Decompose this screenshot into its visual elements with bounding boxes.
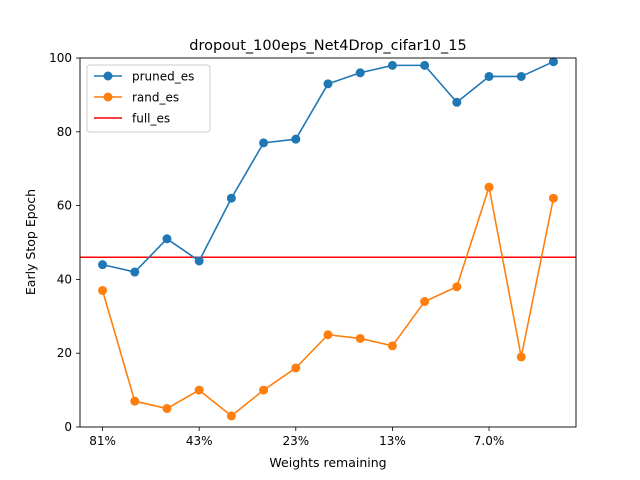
- pruned_es-point: [484, 71, 494, 81]
- pruned_es-point: [548, 57, 558, 67]
- pruned_es-point: [130, 267, 140, 277]
- rand_es-point: [452, 282, 462, 292]
- rand_es-point: [484, 182, 494, 192]
- chart-title: dropout_100eps_Net4Drop_cifar10_15: [189, 38, 466, 54]
- x-tick-label: 13%: [379, 434, 406, 448]
- rand_es-point: [323, 330, 333, 340]
- rand_es-point: [355, 333, 365, 343]
- x-tick-label: 81%: [89, 434, 116, 448]
- pruned_es-point: [162, 234, 172, 244]
- pruned_es-point: [387, 60, 397, 70]
- rand_es-point: [98, 285, 108, 295]
- legend-label-full_es: full_es: [132, 112, 170, 126]
- y-tick-label: 40: [57, 272, 72, 286]
- legend-marker-rand_es: [103, 92, 113, 102]
- pruned_es-point: [452, 97, 462, 107]
- y-tick-label: 60: [57, 199, 72, 213]
- legend-marker-pruned_es: [103, 71, 113, 81]
- legend-box: [86, 64, 211, 133]
- x-tick-label: 7.0%: [474, 434, 505, 448]
- rand_es-point: [130, 396, 140, 406]
- pruned_es-point: [516, 71, 526, 81]
- pruned_es-point: [323, 79, 333, 89]
- rand_es-point: [387, 341, 397, 351]
- x-tick-label: 23%: [282, 434, 309, 448]
- y-tick-label: 0: [64, 420, 72, 434]
- rand_es-point: [162, 404, 172, 414]
- pruned_es-point: [355, 68, 365, 78]
- legend: pruned_es rand_es full_es: [86, 64, 211, 133]
- pruned_es-point: [98, 260, 108, 270]
- y-tick-label: 80: [57, 125, 72, 139]
- rand_es-point: [516, 352, 526, 362]
- y-tick-label: 100: [49, 51, 72, 65]
- rand_es-point: [226, 411, 236, 421]
- rand_es-point: [548, 193, 558, 203]
- pruned_es-point: [291, 134, 301, 144]
- x-axis-label: Weights remaining: [269, 455, 386, 470]
- pruned_es-point: [194, 256, 204, 266]
- y-tick-label: 20: [57, 346, 72, 360]
- pruned_es-point: [420, 60, 430, 70]
- rand_es-point: [420, 297, 430, 307]
- x-tick-label: 43%: [186, 434, 213, 448]
- rand_es-point: [259, 385, 269, 395]
- axes-frame: [79, 57, 577, 428]
- y-axis-label: Early Stop Epoch: [23, 189, 38, 295]
- pruned_es-point: [259, 138, 269, 148]
- plot-area: 0 20 40 60 80 100 81% 43% 23% 13% 7.0%: [49, 51, 577, 448]
- rand_es-point: [291, 363, 301, 373]
- rand_es-point: [194, 385, 204, 395]
- pruned_es-point: [226, 193, 236, 203]
- legend-label-rand_es: rand_es: [132, 91, 179, 105]
- legend-label-pruned_es: pruned_es: [132, 70, 194, 84]
